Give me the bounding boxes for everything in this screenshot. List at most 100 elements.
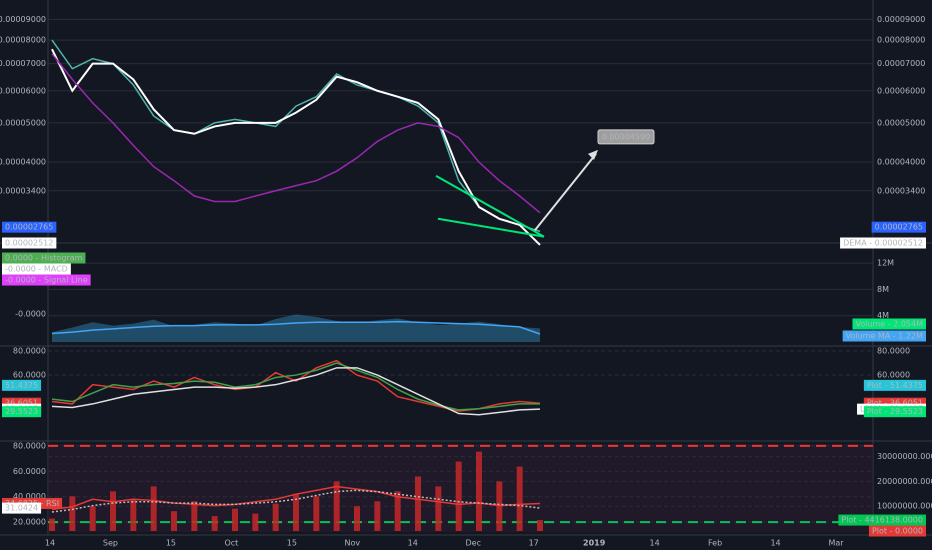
x-tick-label: 14	[770, 539, 780, 548]
y-tick-label: 0.00009000	[0, 15, 46, 24]
tag-box	[852, 318, 926, 330]
bar	[211, 516, 218, 531]
value-tag: Plot - 0.0000	[872, 527, 923, 536]
bar	[354, 506, 360, 531]
value-tag: DEMA - 0.00002512	[843, 239, 923, 248]
bar	[415, 476, 421, 531]
x-tick-label: 14	[650, 539, 660, 548]
y-tick-label: 0.00009000	[877, 15, 925, 24]
x-tick-label: Mar	[828, 539, 844, 548]
bar	[537, 520, 543, 531]
bar	[150, 486, 157, 531]
x-tick-label: Feb	[708, 539, 722, 548]
bar	[333, 481, 340, 531]
y-tick-label: 60.0000	[13, 467, 46, 476]
y-tick-label: 0.00006000	[877, 86, 925, 95]
bar	[69, 496, 76, 531]
value-tag: 0.0000 - Histogram	[5, 254, 83, 263]
tag-box	[2, 237, 57, 249]
bar	[374, 501, 381, 531]
x-tick-label: 15	[287, 539, 297, 548]
series-line	[51, 359, 541, 412]
bar	[191, 501, 198, 531]
x-tick-label: 2019	[583, 539, 606, 548]
value-tag: 36.6051	[5, 399, 38, 408]
bar	[252, 513, 259, 531]
tag-box	[2, 406, 42, 418]
tag-box	[868, 525, 926, 537]
value-tag: Plot - 51.4375	[867, 381, 923, 390]
bar	[272, 503, 279, 531]
value-tag: Volume - 2.054M	[855, 320, 923, 329]
tag-box	[863, 406, 926, 418]
y-tick-label: 80.0000	[13, 441, 46, 450]
arrow	[533, 153, 597, 232]
y-tick-label: 0.00007000	[0, 59, 46, 68]
value-tag: -0.0000 - Signal Line	[5, 276, 88, 285]
value-tag: 31.0424	[5, 504, 38, 513]
value-tag: 0.00002512	[5, 239, 53, 248]
x-tick-label: 17	[529, 539, 539, 548]
value-tag: Plot - 4416138.0000	[841, 516, 923, 525]
y-tick-label: 0.00003400	[0, 186, 46, 195]
bar	[394, 491, 401, 531]
trend-line	[437, 217, 545, 238]
arrow-head	[588, 149, 598, 160]
tag-box	[838, 514, 926, 526]
bar	[130, 498, 137, 531]
series-line	[51, 489, 541, 513]
value-tag: 0.00002765	[5, 223, 53, 232]
trend-line	[435, 175, 545, 238]
y-tick-label: 20.0000	[13, 518, 46, 527]
tag-box	[2, 502, 42, 514]
x-tick-label: 15	[166, 539, 176, 548]
value-tag: -0.0000 - MACD	[5, 265, 68, 274]
y-tick-label: 30000000.0000	[877, 452, 932, 461]
volume-area	[52, 314, 540, 342]
bar	[313, 496, 320, 531]
y-tick-label: 0.00008000	[877, 36, 925, 45]
y-tick-label: 4M	[877, 311, 889, 320]
value-tag: Plot - 36.6051	[867, 399, 923, 408]
y-tick-label: 0.00006000	[0, 86, 46, 95]
x-tick-label: Dec	[465, 539, 480, 548]
tag-box	[2, 397, 42, 409]
y-tick-label: 20000000.0000	[877, 477, 932, 486]
series-line	[51, 485, 541, 511]
bar	[171, 511, 177, 531]
y-tick-label: 10000000.0000	[877, 502, 932, 511]
annotation-label: 0.00004590	[602, 132, 650, 141]
tag-box	[2, 263, 71, 275]
x-tick-label: 14	[45, 539, 55, 548]
x-tick-label: Sep	[103, 539, 118, 548]
tag-box	[2, 379, 42, 391]
bar	[89, 506, 96, 531]
y-tick-label: 60.0000	[877, 371, 910, 380]
y-tick-label: 0.00004000	[0, 158, 46, 167]
series-line	[51, 53, 541, 214]
y-tick-label: 8M	[877, 285, 889, 294]
series-line	[51, 367, 541, 416]
bar	[435, 486, 442, 531]
tag-box	[840, 237, 926, 249]
tag-box	[842, 330, 926, 342]
tag-box	[2, 274, 91, 286]
y-tick-label: 0.00008000	[0, 36, 46, 45]
bar	[455, 461, 462, 531]
y-tick-label: 80.0000	[877, 347, 910, 356]
series-line	[51, 320, 541, 335]
y-tick-label: 0.00003400	[877, 186, 925, 195]
value-tag: Plot - 29.5523	[867, 407, 923, 416]
y-tick-label: 0.00007000	[877, 59, 925, 68]
pane-borders	[0, 0, 932, 536]
tag-box	[871, 221, 926, 233]
annotation-box	[597, 129, 655, 145]
series-line	[51, 39, 541, 233]
series-line	[51, 362, 540, 411]
y-tick-label: 0.00005000	[0, 118, 46, 127]
y-tick-label: 0.00005000	[877, 118, 925, 127]
y-tick-label: 80.0000	[13, 347, 46, 356]
y-tick-label: 12M	[877, 259, 894, 268]
x-tick-label: 14	[408, 539, 418, 548]
